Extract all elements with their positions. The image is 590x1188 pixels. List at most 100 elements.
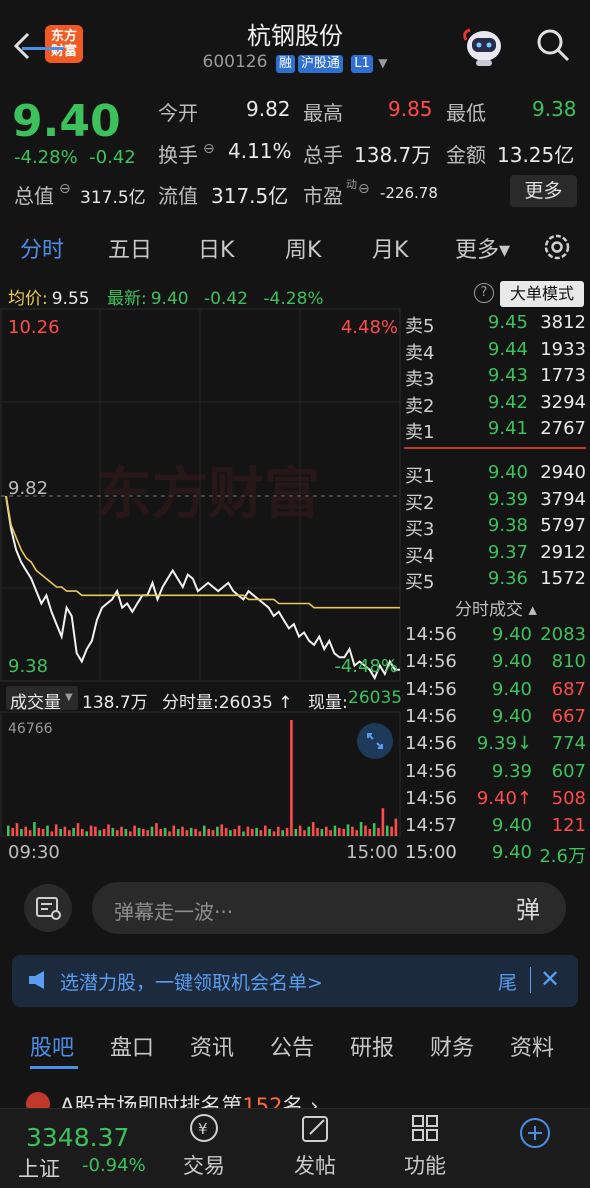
info-icon[interactable]: ⊖ xyxy=(59,181,71,197)
bid-row[interactable]: 买2 9.39 3794 xyxy=(402,487,588,514)
price-lines xyxy=(5,495,400,681)
volume-bar xyxy=(198,831,202,836)
order-volume: 5797 xyxy=(540,515,586,536)
order-level-label: 卖3 xyxy=(405,369,435,390)
volume-bar xyxy=(172,825,176,836)
bid-row[interactable]: 买4 9.37 2912 xyxy=(402,540,588,567)
volume-dropdown[interactable] xyxy=(6,686,78,710)
info-icon[interactable]: ⊖ xyxy=(358,181,370,197)
ask-row[interactable]: 卖1 9.41 2767 xyxy=(402,416,588,443)
nav-trade[interactable]: ¥ 交易 xyxy=(172,1112,236,1180)
order-price: 9.36 xyxy=(487,568,528,589)
tick-volume: 774 xyxy=(551,733,586,755)
index-value[interactable]: 3348.37 xyxy=(26,1123,130,1152)
ask-row[interactable]: 卖3 9.43 1773 xyxy=(402,363,588,390)
tab-profile[interactable]: 资料 xyxy=(510,1036,555,1061)
volume-bar xyxy=(338,827,341,836)
tab-more[interactable]: 更多▾ xyxy=(455,238,511,263)
tick-row: 14:56 9.40 810 xyxy=(402,649,588,676)
volume-bar xyxy=(63,826,67,836)
volume-bar xyxy=(355,830,358,836)
volume-bar xyxy=(146,830,149,836)
tab-daily-k[interactable]: 日K xyxy=(198,238,235,263)
volume-bar xyxy=(41,829,45,836)
volume-bar xyxy=(242,831,245,836)
robot-assistant-icon[interactable] xyxy=(460,22,508,68)
order-volume: 2767 xyxy=(540,418,586,439)
caret-down-icon[interactable]: ▼ xyxy=(65,692,73,703)
help-icon[interactable]: ? xyxy=(474,283,494,303)
volume-label[interactable]: 成交量 xyxy=(10,693,61,713)
tab-underline xyxy=(22,47,64,50)
tick-price: 9.39 xyxy=(491,760,532,782)
bid-row[interactable]: 买3 9.38 5797 xyxy=(402,513,588,540)
nav-functions[interactable]: 功能 xyxy=(393,1112,457,1180)
tab-monthly-k[interactable]: 月K xyxy=(372,238,409,263)
danmaku-settings-icon[interactable] xyxy=(24,884,72,932)
tick-price: 9.39↓ xyxy=(476,733,532,755)
bid-row[interactable]: 买5 9.36 1572 xyxy=(402,566,588,593)
tick-volume: 687 xyxy=(551,678,586,700)
volume-bar xyxy=(368,829,372,836)
promo-banner[interactable] xyxy=(12,955,578,1007)
order-volume: 2940 xyxy=(540,462,586,483)
volume-bar xyxy=(255,827,258,836)
volume-bar xyxy=(189,827,193,836)
danmaku-input[interactable] xyxy=(92,882,566,934)
close-icon[interactable]: ✕ xyxy=(540,965,561,993)
tab-news[interactable]: 资讯 xyxy=(190,1036,235,1061)
tab-intraday[interactable]: 分时 xyxy=(20,238,65,263)
chevron-down-icon[interactable]: ▼ xyxy=(378,56,388,70)
danmaku-toggle-button[interactable]: 弹 xyxy=(516,896,540,924)
tab-weekly-k[interactable]: 周K xyxy=(285,238,322,263)
search-icon[interactable] xyxy=(534,26,572,64)
volume-bar xyxy=(124,829,128,836)
tab-five-day[interactable]: 五日 xyxy=(108,238,153,263)
tab-finance[interactable]: 财务 xyxy=(430,1036,475,1061)
tick-volume: 508 xyxy=(551,787,586,809)
expand-icon[interactable] xyxy=(357,723,393,759)
volume-bar xyxy=(290,720,293,836)
back-icon[interactable] xyxy=(10,26,40,66)
volume-bar xyxy=(216,826,219,836)
volume-bar xyxy=(20,829,23,836)
volume-bar xyxy=(285,827,289,836)
volume-bar xyxy=(15,823,19,836)
volume-bar xyxy=(220,824,223,836)
volume-value: 138.7万 xyxy=(354,143,432,167)
stock-code-line: 600126 融沪股通 L1 ▼ xyxy=(0,52,590,73)
level-tag[interactable]: L1 xyxy=(351,55,373,73)
tab-research[interactable]: 研报 xyxy=(350,1036,395,1061)
tab-announcements[interactable]: 公告 xyxy=(270,1036,315,1061)
edit-icon xyxy=(302,1116,328,1142)
more-button[interactable]: 更多 xyxy=(510,175,577,207)
info-icon[interactable]: ⊖ xyxy=(203,141,215,157)
volume-bar xyxy=(385,825,389,836)
big-order-mode-button[interactable]: 大单模式 xyxy=(500,281,584,307)
tab-pankou[interactable]: 盘口 xyxy=(110,1036,155,1061)
y-max-pct-label: 4.48% xyxy=(341,317,398,338)
bid-row[interactable]: 买1 9.40 2940 xyxy=(402,460,588,487)
volume-bar xyxy=(246,826,250,836)
ticks-title[interactable]: 分时成交 ▴ xyxy=(455,600,537,620)
mktcap-label: 总值 xyxy=(14,184,54,208)
promo-text[interactable]: 选潜力股，一键领取机会名单> xyxy=(60,972,323,994)
gear-icon[interactable] xyxy=(540,230,574,264)
index-name[interactable]: 上证 xyxy=(18,1157,60,1181)
float-value: 317.5亿 xyxy=(211,184,289,208)
tab-guba[interactable]: 股吧 xyxy=(30,1036,75,1061)
tick-volume: 810 xyxy=(551,651,586,673)
volume-bar xyxy=(351,826,354,836)
order-price: 9.43 xyxy=(487,365,528,386)
ask-row[interactable]: 卖4 9.44 1933 xyxy=(402,337,588,364)
ask-row[interactable]: 卖2 9.42 3294 xyxy=(402,390,588,417)
tick-row: 14:57 9.40 121 xyxy=(402,813,588,840)
order-price: 9.37 xyxy=(487,541,528,563)
plus-icon[interactable] xyxy=(516,1114,554,1156)
nav-post[interactable]: 发帖 xyxy=(283,1112,347,1180)
tick-price: 9.40 xyxy=(491,678,532,700)
last-price: 9.40 xyxy=(12,96,121,147)
ask-row[interactable]: 卖5 9.45 3812 xyxy=(402,310,588,337)
volume-bar xyxy=(194,829,197,836)
